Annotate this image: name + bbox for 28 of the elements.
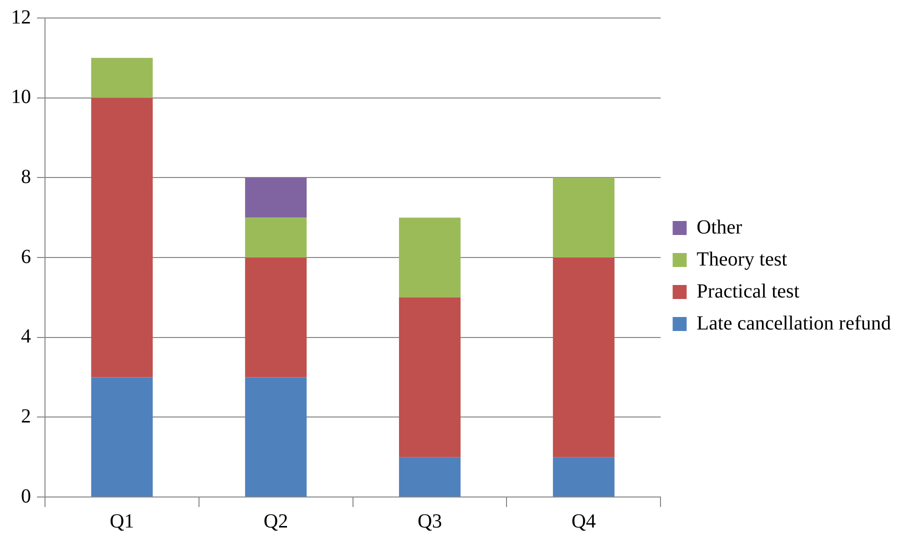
y-tick-label: 6 xyxy=(21,246,31,268)
y-tick-label: 10 xyxy=(11,86,31,108)
bar xyxy=(552,178,614,258)
legend-label: Theory test xyxy=(696,248,788,270)
bar xyxy=(91,98,153,378)
legend-label: Practical test xyxy=(696,280,800,302)
bar xyxy=(552,258,614,458)
bar xyxy=(399,457,461,496)
bar xyxy=(91,58,153,98)
x-tick-label: Q2 xyxy=(264,510,288,532)
y-tick-label: 0 xyxy=(21,485,31,508)
y-tick-label: 4 xyxy=(21,326,31,348)
legend-label: Other xyxy=(696,216,743,238)
x-tick-label: Q3 xyxy=(418,510,442,532)
bar xyxy=(91,377,153,496)
bar xyxy=(399,297,461,458)
bar xyxy=(552,457,614,496)
bar xyxy=(245,218,307,258)
bar xyxy=(245,178,307,218)
y-tick-label: 8 xyxy=(21,166,31,188)
y-tick-label: 2 xyxy=(21,405,31,428)
bar xyxy=(245,258,307,378)
bar xyxy=(399,218,461,298)
legend-label: Late cancellation refund xyxy=(696,312,892,334)
y-tick-label: 12 xyxy=(11,6,31,28)
bar xyxy=(245,377,307,496)
x-tick-label: Q4 xyxy=(571,510,596,532)
x-tick-label: Q1 xyxy=(110,510,134,532)
